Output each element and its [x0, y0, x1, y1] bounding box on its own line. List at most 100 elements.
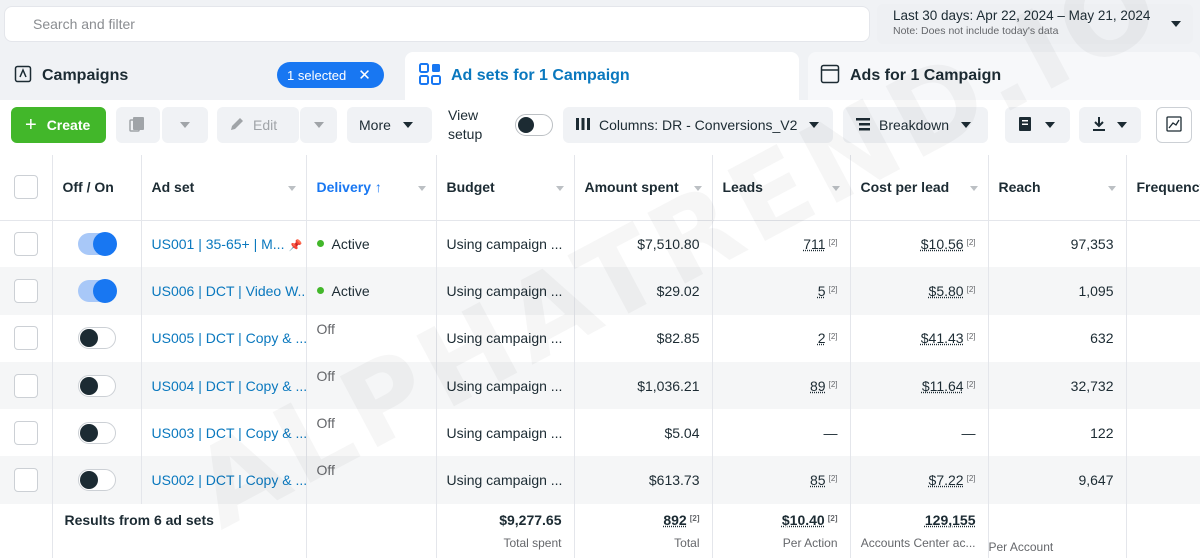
row-budget-cell: Using campaign ...: [436, 267, 574, 314]
columns-button[interactable]: Columns: DR - Conversions_V2: [563, 107, 833, 143]
leads-value[interactable]: 711: [803, 236, 825, 252]
table-row[interactable]: US001 | 35-65+ | M... 📌 Active Using camp…: [0, 220, 1200, 267]
leads-value[interactable]: 89: [810, 378, 826, 394]
charts-button[interactable]: [1156, 107, 1192, 143]
row-reach-cell: 1,095: [988, 267, 1126, 314]
row-budget-cell: Using campaign ...: [436, 315, 574, 362]
adset-name-link[interactable]: US001 | 35-65+ | M...: [152, 236, 285, 252]
selected-pill[interactable]: 1 selected ✕: [277, 62, 384, 88]
amount-spent-value: $29.02: [657, 283, 700, 299]
col-leads[interactable]: Leads: [712, 155, 850, 220]
search-input[interactable]: Search and filter: [4, 6, 870, 42]
tab-adsets-label: Ad sets for 1 Campaign: [451, 67, 630, 85]
tab-adsets[interactable]: Ad sets for 1 Campaign: [405, 52, 799, 100]
cost-per-lead-value[interactable]: $41.43: [921, 330, 964, 346]
edit-button[interactable]: Edit: [217, 107, 299, 143]
row-checkbox[interactable]: [14, 279, 38, 303]
row-checkbox[interactable]: [14, 326, 38, 350]
col-cost-per-lead[interactable]: Cost per lead: [850, 155, 988, 220]
totals-cpl-value[interactable]: $10.40: [782, 512, 825, 528]
col-reach-label: Reach: [999, 179, 1041, 195]
tab-ads[interactable]: Ads for 1 Campaign: [808, 52, 1200, 100]
export-button[interactable]: [1079, 107, 1141, 143]
row-checkbox[interactable]: [14, 468, 38, 492]
table-row[interactable]: US002 | DCT | Copy & ... Off Using campa…: [0, 456, 1200, 503]
cost-per-lead-value[interactable]: $7.22: [929, 472, 964, 488]
row-toggle-cell: [52, 267, 141, 314]
table-row[interactable]: US004 | DCT | Copy & ... Off Using campa…: [0, 362, 1200, 409]
chevron-down-icon: [1117, 122, 1127, 128]
close-icon[interactable]: ✕: [358, 66, 371, 84]
table-header-row: Off / On Ad set Delivery ↑ Budget Amount…: [0, 155, 1200, 220]
leads-value[interactable]: 85: [810, 472, 826, 488]
col-adset[interactable]: Ad set: [141, 155, 306, 220]
row-checkbox[interactable]: [14, 421, 38, 445]
row-on-off-toggle[interactable]: [78, 422, 116, 444]
col-off-on[interactable]: Off / On: [52, 155, 141, 220]
row-delivery-cell: Off: [306, 315, 436, 362]
col-budget[interactable]: Budget: [436, 155, 574, 220]
budget-value: Using campaign ...: [447, 330, 563, 346]
chevron-down-icon: [1171, 21, 1181, 27]
col-delivery[interactable]: Delivery ↑: [306, 155, 436, 220]
totals-leads-value[interactable]: 892: [663, 512, 686, 528]
totals-reach-sub: Accounts Center ac...: [851, 536, 976, 550]
edit-label: Edit: [253, 117, 277, 133]
row-leads-cell: 711 [2]: [712, 220, 850, 267]
totals-reach-value[interactable]: 129,155: [925, 512, 976, 528]
col-frequency[interactable]: Frequency: [1126, 155, 1200, 220]
row-on-off-toggle[interactable]: [78, 280, 116, 302]
cost-per-lead-value[interactable]: $11.64: [922, 378, 964, 394]
row-reach-cell: 32,732: [988, 362, 1126, 409]
row-reach-cell: 97,353: [988, 220, 1126, 267]
adset-name-link[interactable]: US002 | DCT | Copy & ...: [152, 472, 307, 488]
view-setup-toggle[interactable]: [515, 114, 553, 136]
reports-button[interactable]: [1005, 107, 1070, 143]
totals-spacer: [0, 504, 52, 558]
adset-name-link[interactable]: US006 | DCT | Video W...: [152, 283, 307, 299]
adset-name-link[interactable]: US004 | DCT | Copy & ...: [152, 378, 307, 394]
adset-name-link[interactable]: US005 | DCT | Copy & ...: [152, 330, 307, 346]
select-all-checkbox[interactable]: [14, 175, 38, 199]
view-setup-label: View setup: [448, 106, 482, 144]
row-on-off-toggle[interactable]: [78, 327, 116, 349]
row-checkbox[interactable]: [14, 374, 38, 398]
col-leads-label: Leads: [723, 179, 763, 195]
adset-name-link[interactable]: US003 | DCT | Copy & ...: [152, 425, 307, 441]
col-budget-label: Budget: [447, 179, 495, 195]
breakdown-icon: [855, 116, 871, 135]
duplicate-button[interactable]: [116, 107, 160, 143]
row-budget-cell: Using campaign ...: [436, 456, 574, 503]
budget-value: Using campaign ...: [447, 236, 563, 252]
breakdown-button[interactable]: Breakdown: [843, 107, 988, 143]
create-button[interactable]: + Create: [11, 107, 106, 143]
totals-spent: $9,277.65 Total spent: [436, 504, 574, 558]
table-row[interactable]: US003 | DCT | Copy & ... Off Using campa…: [0, 409, 1200, 456]
row-on-off-toggle[interactable]: [78, 469, 116, 491]
row-budget-cell: Using campaign ...: [436, 362, 574, 409]
row-frequency-cell: [1126, 409, 1200, 456]
budget-value: Using campaign ...: [447, 425, 563, 441]
more-button[interactable]: More: [347, 107, 432, 143]
chevron-down-icon: [180, 122, 190, 128]
row-on-off-toggle[interactable]: [78, 375, 116, 397]
date-range-picker[interactable]: Last 30 days: Apr 22, 2024 – May 21, 202…: [877, 4, 1193, 44]
table-row[interactable]: US006 | DCT | Video W... Active Using ca…: [0, 267, 1200, 314]
leads-value[interactable]: 5: [818, 283, 826, 299]
col-reach[interactable]: Reach: [988, 155, 1126, 220]
row-cpl-cell: $11.64 [2]: [850, 362, 988, 409]
cost-per-lead-value[interactable]: $5.80: [929, 283, 964, 299]
footnote-marker: [2]: [829, 238, 838, 247]
table-row[interactable]: US005 | DCT | Copy & ... Off Using campa…: [0, 315, 1200, 362]
edit-dropdown-button[interactable]: [300, 107, 337, 143]
row-checkbox[interactable]: [14, 232, 38, 256]
pin-icon[interactable]: 📌: [288, 240, 302, 252]
row-on-off-toggle[interactable]: [78, 233, 116, 255]
leads-value[interactable]: 2: [818, 330, 826, 346]
row-cpl-cell: $41.43 [2]: [850, 315, 988, 362]
row-leads-cell: 85 [2]: [712, 456, 850, 503]
col-amount-spent[interactable]: Amount spent: [574, 155, 712, 220]
duplicate-dropdown-button[interactable]: [162, 107, 208, 143]
cost-per-lead-value[interactable]: $10.56: [921, 236, 964, 252]
amount-spent-value: $7,510.80: [637, 236, 699, 252]
